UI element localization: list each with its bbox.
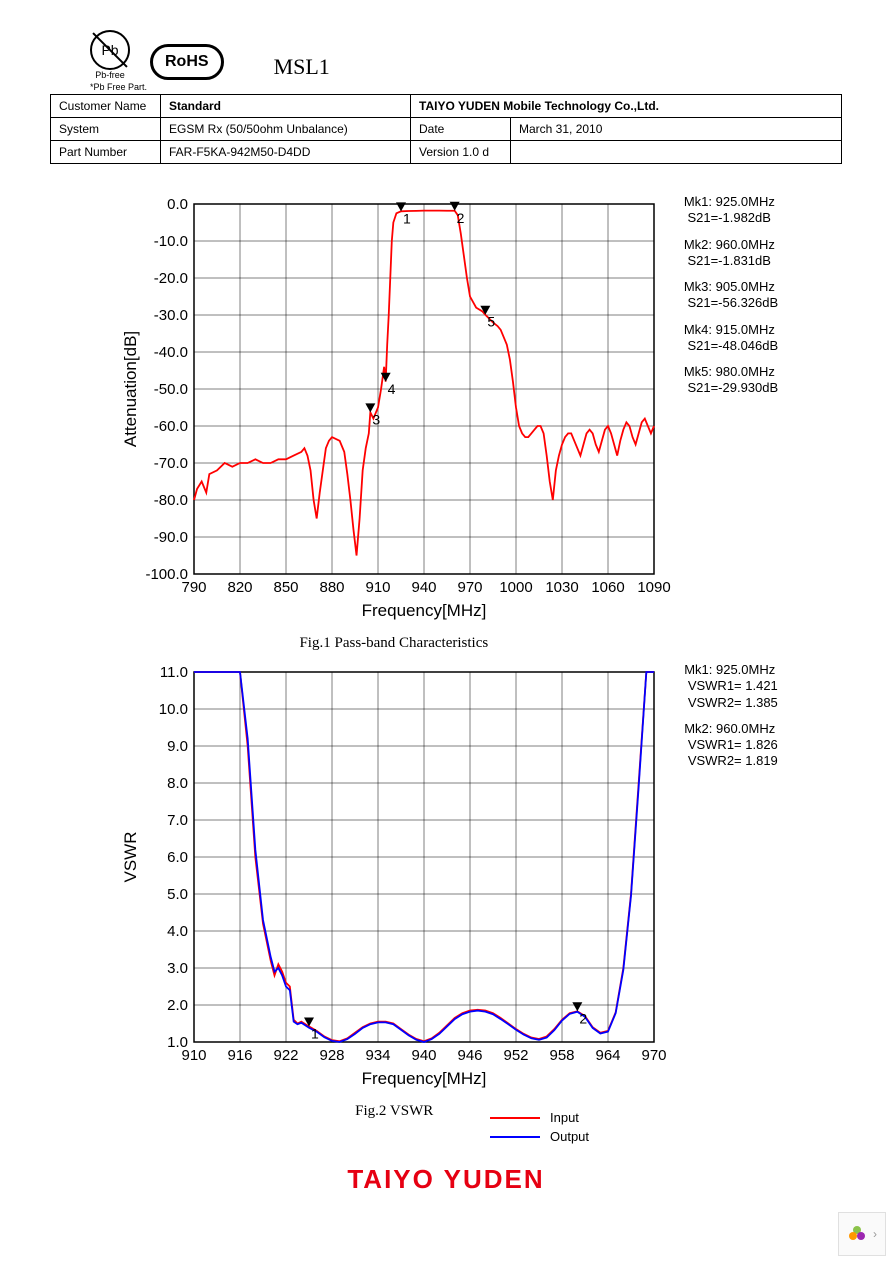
svg-text:9.0: 9.0 <box>167 738 188 755</box>
footer-logo: TAIYO YUDEN <box>50 1164 842 1195</box>
pbfree-note: *Pb Free Part. <box>90 82 842 92</box>
svg-text:4: 4 <box>387 381 395 397</box>
svg-text:1090: 1090 <box>637 579 670 596</box>
svg-text:-60.0: -60.0 <box>154 418 188 435</box>
svg-text:1030: 1030 <box>545 579 578 596</box>
svg-text:5: 5 <box>487 314 495 330</box>
svg-text:-30.0: -30.0 <box>154 307 188 324</box>
svg-text:934: 934 <box>366 1047 391 1064</box>
svg-text:1000: 1000 <box>499 579 532 596</box>
svg-text:-100.0: -100.0 <box>145 566 188 583</box>
svg-text:916: 916 <box>228 1047 253 1064</box>
svg-text:2: 2 <box>580 1010 588 1026</box>
header-badges: Pb Pb-free RoHS MSL1 <box>90 30 842 80</box>
svg-text:928: 928 <box>320 1047 345 1064</box>
svg-text:-70.0: -70.0 <box>154 455 188 472</box>
svg-text:0.0: 0.0 <box>167 196 188 213</box>
svg-text:6.0: 6.0 <box>167 849 188 866</box>
svg-text:946: 946 <box>458 1047 483 1064</box>
rohs-icon: RoHS <box>150 44 224 80</box>
svg-text:970: 970 <box>457 579 482 596</box>
svg-text:850: 850 <box>273 579 298 596</box>
svg-text:910: 910 <box>365 579 390 596</box>
svg-text:-20.0: -20.0 <box>154 270 188 287</box>
svg-text:8.0: 8.0 <box>167 775 188 792</box>
part-label: Part Number <box>51 141 161 164</box>
customer-label: Customer Name <box>51 95 161 118</box>
svg-text:4.0: 4.0 <box>167 923 188 940</box>
svg-text:VSWR: VSWR <box>121 832 140 883</box>
svg-text:880: 880 <box>319 579 344 596</box>
chevron-right-icon: › <box>873 1227 877 1241</box>
date-label: Date <box>411 118 511 141</box>
svg-text:Frequency[MHz]: Frequency[MHz] <box>361 601 486 620</box>
svg-text:970: 970 <box>642 1047 667 1064</box>
system-label: System <box>51 118 161 141</box>
svg-text:-50.0: -50.0 <box>154 381 188 398</box>
chart2-markers-list: Mk1: 925.0MHz VSWR1= 1.421 VSWR2= 1.385M… <box>684 662 778 780</box>
info-table: Customer Name Standard TAIYO YUDEN Mobil… <box>50 94 842 164</box>
svg-text:964: 964 <box>596 1047 621 1064</box>
version-label: Version 1.0 d <box>411 141 511 164</box>
version-value <box>511 141 842 164</box>
legend-item: Output <box>490 1129 842 1144</box>
customer-value: Standard <box>161 95 411 118</box>
svg-text:5.0: 5.0 <box>167 886 188 903</box>
chart1: 79082085088091094097010001030106010900.0… <box>114 194 674 624</box>
chart1-caption: Fig.1 Pass-band Characteristics <box>114 635 674 652</box>
chart2-caption: Fig.2 VSWR <box>114 1103 674 1120</box>
pbfree-label: Pb-free <box>90 70 130 80</box>
svg-text:3.0: 3.0 <box>167 960 188 977</box>
svg-text:1.0: 1.0 <box>167 1034 188 1051</box>
svg-text:1: 1 <box>311 1025 319 1041</box>
svg-text:922: 922 <box>274 1047 299 1064</box>
svg-text:1060: 1060 <box>591 579 624 596</box>
chart1-markers-list: Mk1: 925.0MHz S21=-1.982dBMk2: 960.0MHz … <box>684 194 778 407</box>
svg-text:2: 2 <box>456 210 464 226</box>
system-value: EGSM Rx (50/50ohm Unbalance) <box>161 118 411 141</box>
part-value: FAR-F5KA-942M50-D4DD <box>161 141 411 164</box>
svg-text:-10.0: -10.0 <box>154 233 188 250</box>
svg-text:Attenuation[dB]: Attenuation[dB] <box>121 331 140 447</box>
svg-text:940: 940 <box>412 1047 437 1064</box>
pbfree-icon: Pb <box>90 30 130 70</box>
svg-text:10.0: 10.0 <box>159 701 188 718</box>
svg-text:940: 940 <box>411 579 436 596</box>
flower-icon <box>847 1224 867 1244</box>
svg-text:7.0: 7.0 <box>167 812 188 829</box>
corner-widget[interactable]: › <box>838 1212 886 1256</box>
svg-text:2.0: 2.0 <box>167 997 188 1014</box>
svg-text:Frequency[MHz]: Frequency[MHz] <box>362 1069 487 1088</box>
svg-text:1: 1 <box>403 210 411 226</box>
svg-text:820: 820 <box>227 579 252 596</box>
chart2: 91091692292893494094695295896497011.010.… <box>114 662 674 1092</box>
svg-text:3: 3 <box>372 411 380 427</box>
msl-label: MSL1 <box>274 54 330 80</box>
svg-text:-80.0: -80.0 <box>154 492 188 509</box>
company-name: TAIYO YUDEN Mobile Technology Co.,Ltd. <box>411 95 842 118</box>
svg-text:-40.0: -40.0 <box>154 344 188 361</box>
svg-text:-90.0: -90.0 <box>154 529 188 546</box>
date-value: March 31, 2010 <box>511 118 842 141</box>
svg-text:11.0: 11.0 <box>160 664 188 681</box>
svg-text:952: 952 <box>504 1047 529 1064</box>
svg-text:958: 958 <box>550 1047 575 1064</box>
